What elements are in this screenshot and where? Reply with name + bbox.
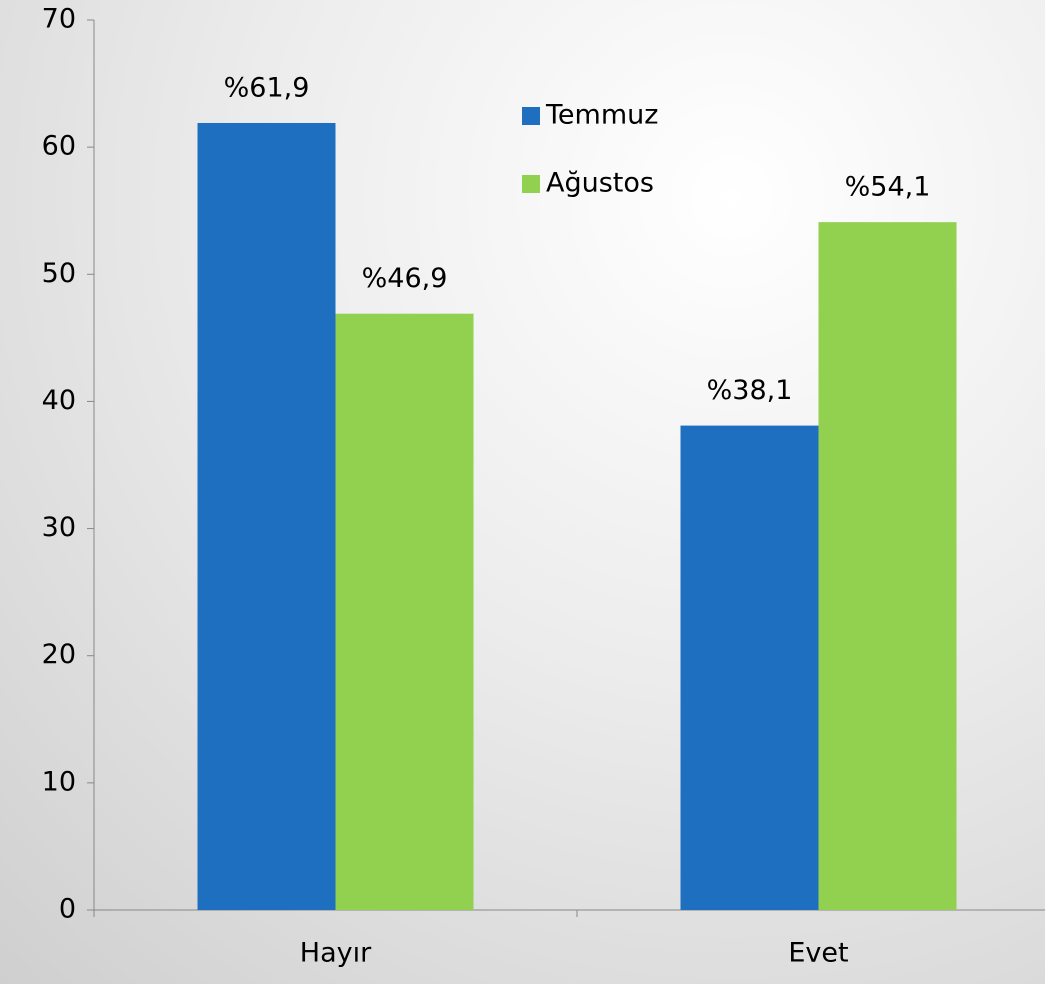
value-label: %61,9 [224,72,310,103]
y-tick-label: 60 [42,131,76,162]
y-tick-label: 30 [42,512,76,543]
bar [335,313,474,910]
y-tick-label: 70 [42,4,76,35]
bar [680,425,819,910]
y-tick-label: 0 [59,894,76,925]
y-tick-label: 40 [42,385,76,416]
bar [818,222,957,910]
legend-label: Temmuz [545,100,658,131]
x-tick-label: Hayır [300,938,372,969]
value-label: %54,1 [845,172,931,203]
legend-label: Ağustos [546,168,654,199]
bar [197,122,336,910]
value-label: %46,9 [362,263,448,294]
value-label: %38,1 [707,375,793,406]
y-tick-label: 20 [42,639,76,670]
legend-swatch [522,175,540,193]
x-tick-label: Evet [788,938,848,969]
y-tick-label: 10 [42,766,76,797]
legend-swatch [522,107,540,125]
y-tick-label: 50 [42,258,76,289]
